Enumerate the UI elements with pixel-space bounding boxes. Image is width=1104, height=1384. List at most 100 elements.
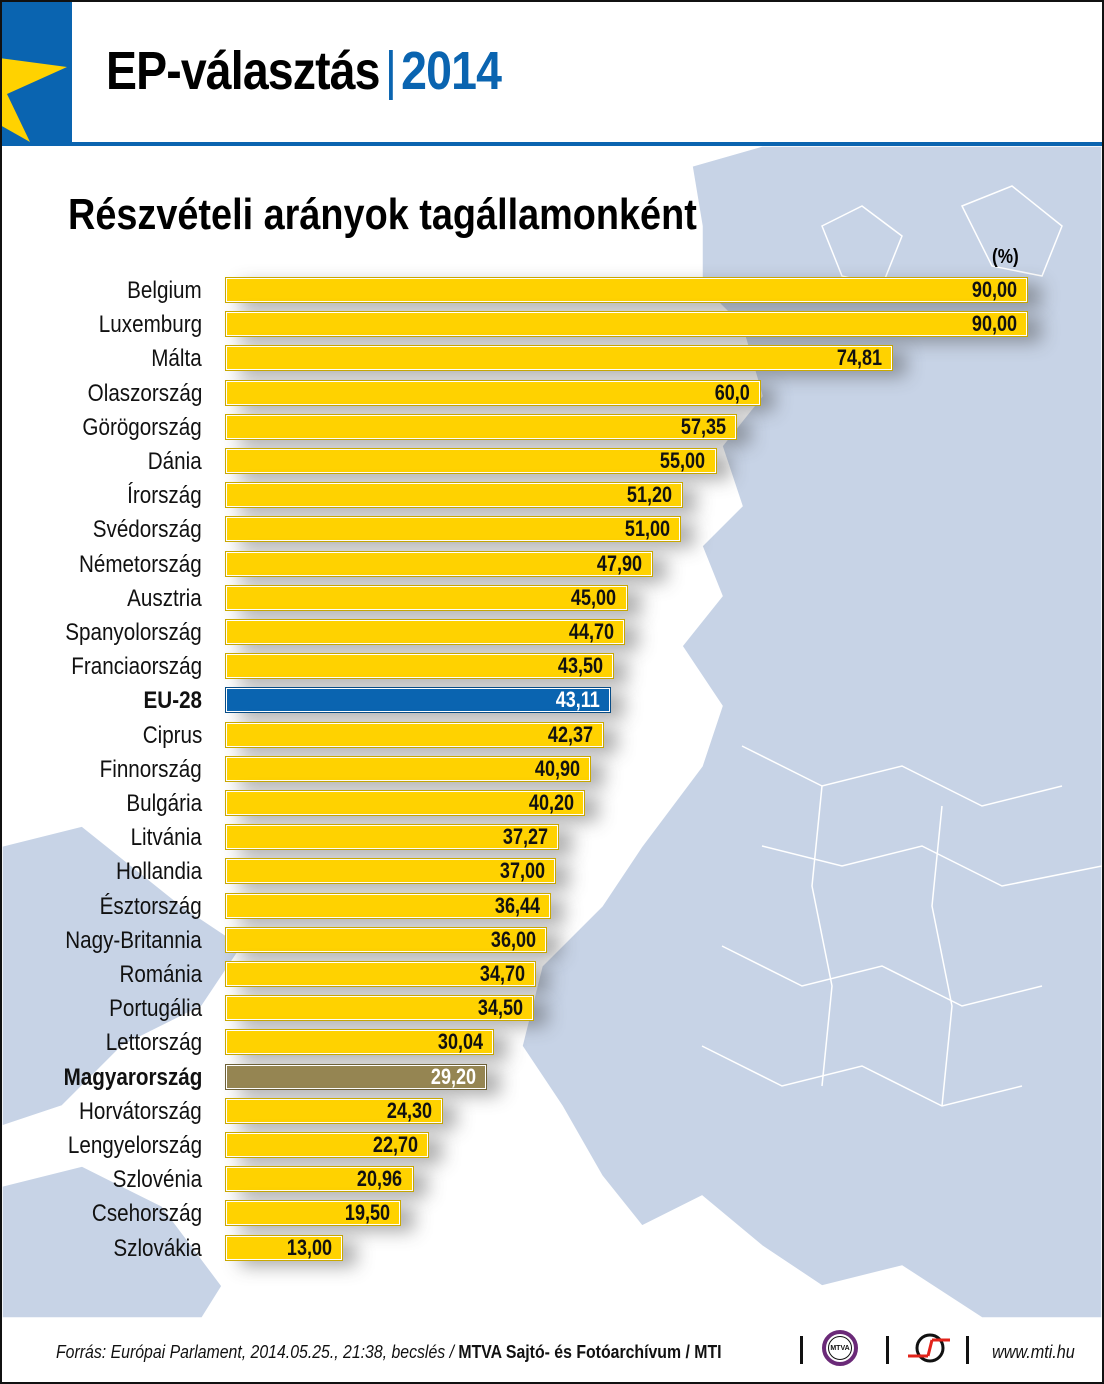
- mtva-logo-icon: MTVA: [822, 1330, 858, 1366]
- separator-line: [886, 1336, 889, 1364]
- category-label: Horvátország: [79, 1097, 202, 1125]
- value-label: 47,90: [597, 550, 643, 576]
- category-label: EU-28: [143, 687, 202, 715]
- value-label: 30,04: [438, 1029, 484, 1055]
- bar-country: [226, 825, 558, 850]
- bar-country: [226, 1201, 400, 1226]
- category-label: Litvánia: [130, 824, 202, 852]
- bar-country: [226, 893, 551, 918]
- bar-country: [226, 380, 760, 405]
- separator-line: [800, 1336, 803, 1364]
- bar-country: [226, 1235, 342, 1260]
- star-icon: [2, 58, 67, 142]
- bar-country: [226, 756, 590, 781]
- bar-eu: [226, 688, 610, 713]
- value-label: 43,11: [555, 687, 600, 713]
- title-year: 2014: [401, 41, 502, 101]
- title-text: EP-választás: [106, 41, 381, 101]
- value-label: 57,35: [681, 413, 727, 439]
- bar-country: [226, 449, 716, 473]
- value-label: 37,27: [502, 824, 548, 850]
- category-label: Franciaország: [71, 653, 202, 681]
- category-label: Magyarország: [63, 1063, 202, 1091]
- value-label: 37,00: [500, 858, 546, 884]
- bar-hungary: [226, 1064, 486, 1089]
- category-label: Szlovénia: [112, 1166, 202, 1194]
- category-label: Belgium: [127, 277, 202, 304]
- bar-chart: Belgium 90,00 Luxemburg 90,00 Málta 74,81 Olas…: [2, 2, 1102, 1302]
- mtva-logo-text: MTVA: [828, 1336, 852, 1360]
- value-label: 44,70: [568, 619, 614, 644]
- value-label: 24,30: [387, 1097, 433, 1123]
- category-label: Málta: [151, 345, 202, 373]
- value-label: 45,00: [571, 584, 617, 610]
- bar-country: [226, 962, 535, 986]
- value-label: 42,37: [547, 721, 594, 747]
- bar-country: [226, 517, 680, 542]
- header-bar: EP-választás|2014: [2, 2, 1102, 146]
- bar-country: [226, 722, 604, 747]
- value-label: 29,20: [430, 1063, 476, 1089]
- eu-flag-corner: [2, 2, 72, 142]
- category-label: Hollandia: [115, 858, 202, 886]
- bar-country: [226, 312, 1027, 337]
- bar-country: [226, 278, 1027, 302]
- category-label: Ciprus: [142, 721, 202, 749]
- website-link[interactable]: www.mti.hu: [992, 1342, 1075, 1362]
- value-label: 36,44: [495, 892, 541, 918]
- value-label: 40,90: [534, 755, 581, 781]
- value-label: 90,00: [971, 311, 1017, 337]
- category-label: Svédország: [92, 516, 202, 544]
- value-label: 20,96: [357, 1166, 403, 1192]
- source-bold: MTVA Sajtó- és Fotóarchívum / MTI: [458, 1342, 722, 1362]
- europe-map-background: [2, 145, 1102, 1319]
- category-label: Nagy-Britannia: [65, 926, 202, 954]
- bar-country: [226, 585, 627, 610]
- bar-country: [226, 791, 584, 815]
- bar-country: [226, 620, 624, 644]
- bar-country: [226, 1098, 443, 1123]
- category-label: Spanyolország: [65, 619, 202, 646]
- bar-country: [226, 859, 556, 884]
- value-label: 43,50: [558, 653, 604, 679]
- category-label: Olaszország: [87, 379, 202, 407]
- chart-title: Részvételi arányok tagállamonként: [68, 190, 697, 239]
- bar-country: [226, 1133, 429, 1157]
- category-label: Észtország: [99, 892, 202, 920]
- value-label: 34,70: [479, 961, 525, 986]
- page-title: EP-választás|2014: [106, 40, 502, 102]
- category-label: Finnország: [99, 755, 202, 783]
- value-label: 51,00: [624, 516, 670, 542]
- footer: Forrás: Európai Parlament, 2014.05.25., …: [2, 1318, 1102, 1382]
- category-label: Lengyelország: [67, 1132, 202, 1159]
- bar-country: [226, 414, 737, 439]
- mti-logo-icon: [908, 1333, 950, 1363]
- value-label: 40,20: [528, 790, 574, 815]
- source-italic: Forrás: Európai Parlament, 2014.05.25., …: [56, 1342, 459, 1362]
- source-text: Forrás: Európai Parlament, 2014.05.25., …: [56, 1342, 722, 1363]
- value-label: 60,0: [714, 379, 750, 405]
- category-label: Görögország: [82, 413, 202, 441]
- title-separator: |: [384, 41, 397, 101]
- category-label: Ausztria: [127, 584, 202, 612]
- value-label: 22,70: [372, 1132, 419, 1157]
- category-label: Portugália: [109, 995, 202, 1023]
- value-label: 51,20: [626, 482, 672, 508]
- category-label: Szlovákia: [113, 1234, 202, 1262]
- value-label: 13,00: [286, 1234, 332, 1260]
- bar-country: [226, 346, 892, 371]
- bar-country: [226, 551, 653, 576]
- bar-country: [226, 483, 682, 508]
- bar-country: [226, 1030, 494, 1055]
- category-label: Írország: [127, 482, 202, 510]
- category-label: Lettország: [105, 1029, 202, 1057]
- value-label: 36,00: [491, 926, 537, 952]
- category-label: Bulgária: [126, 790, 202, 817]
- category-label: Románia: [119, 961, 202, 988]
- value-label: 55,00: [660, 448, 706, 473]
- value-label: 90,00: [971, 277, 1017, 302]
- category-label: Dánia: [148, 448, 202, 475]
- value-label: 34,50: [477, 995, 524, 1021]
- category-label: Németország: [79, 550, 202, 578]
